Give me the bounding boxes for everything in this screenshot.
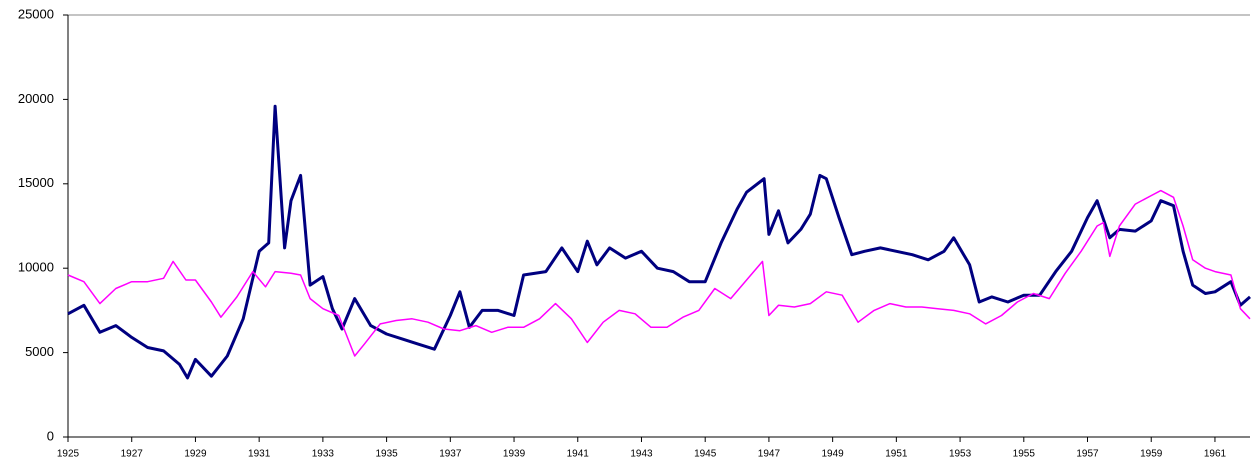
- x-tick-label: 1949: [822, 449, 845, 460]
- x-tick-label: 1943: [630, 449, 653, 460]
- y-tick-label: 10000: [18, 260, 54, 275]
- x-tick-label: 1953: [949, 449, 972, 460]
- x-tick-label: 1937: [439, 449, 462, 460]
- x-tick-label: 1935: [375, 449, 398, 460]
- x-tick-label: 1959: [1140, 449, 1163, 460]
- x-tick-label: 1927: [121, 449, 144, 460]
- x-tick-label: 1931: [248, 449, 271, 460]
- x-tick-label: 1925: [57, 449, 80, 460]
- x-tick-label: 1957: [1076, 449, 1099, 460]
- x-tick-label: 1941: [567, 449, 590, 460]
- line-series: [67, 104, 1251, 380]
- x-tick-label: 1951: [885, 449, 908, 460]
- y-tick-label: 20000: [18, 91, 54, 106]
- x-tick-label: 1947: [758, 449, 781, 460]
- x-tick-label: 1929: [184, 449, 207, 460]
- y-tick-label: 5000: [25, 344, 54, 359]
- y-tick-label: 0: [47, 428, 54, 443]
- y-tick-label: 15000: [18, 175, 54, 190]
- x-tick-label: 1933: [312, 449, 335, 460]
- y-tick-label: 25000: [18, 6, 54, 21]
- line-series: [67, 189, 1251, 357]
- x-tick-label: 1945: [694, 449, 717, 460]
- x-tick-label: 1961: [1204, 449, 1227, 460]
- x-tick-label: 1955: [1013, 449, 1036, 460]
- x-tick-label: 1939: [503, 449, 526, 460]
